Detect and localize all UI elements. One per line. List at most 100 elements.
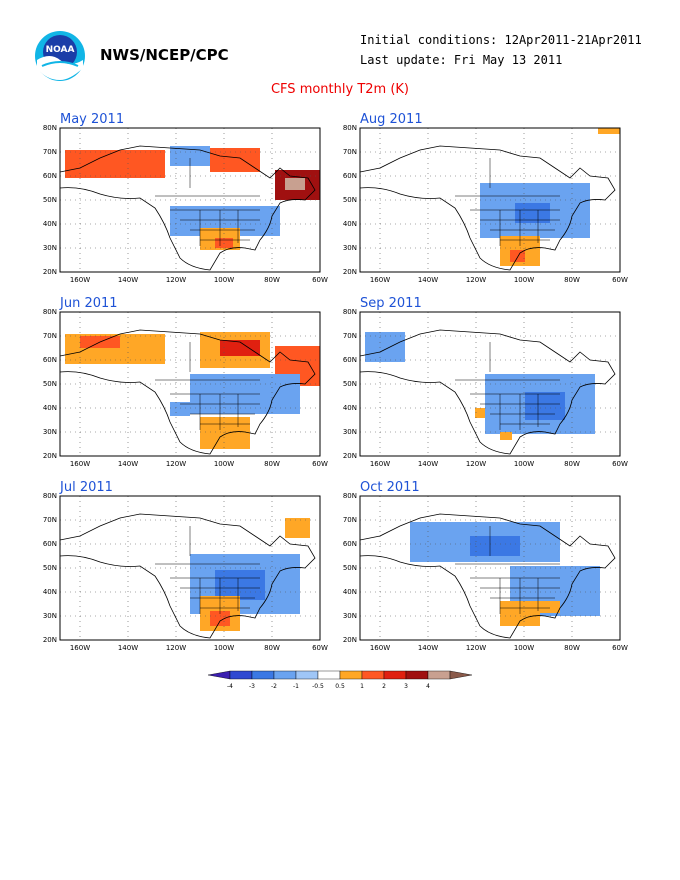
lon-label: 100W	[513, 644, 535, 652]
noaa-logo: NOAA	[35, 31, 85, 81]
lat-label: 60N	[42, 356, 57, 364]
lat-label: 70N	[42, 332, 57, 340]
lat-label: 40N	[342, 220, 357, 228]
lat-label: 80N	[42, 308, 57, 316]
anomaly-region	[365, 332, 405, 362]
colorbar-label: -2	[271, 683, 277, 690]
colorbar-label: -4	[227, 683, 233, 690]
political-borders	[155, 526, 260, 614]
lat-label: 20N	[342, 452, 357, 460]
coastline	[59, 329, 316, 455]
panel-title: Aug 2011	[360, 112, 423, 127]
political-borders	[155, 342, 260, 430]
anomaly-map	[359, 127, 621, 273]
colorbar-label: 4	[426, 683, 430, 690]
lon-label: 60W	[312, 460, 328, 468]
map-frame	[59, 127, 321, 273]
lon-label: 60W	[612, 644, 628, 652]
map-frame	[59, 495, 321, 641]
political-borders	[155, 158, 260, 246]
lat-label: 30N	[342, 428, 357, 436]
lat-label: 40N	[42, 588, 57, 596]
lat-label: 30N	[42, 244, 57, 252]
lat-label: 60N	[42, 540, 57, 548]
lat-label: 40N	[342, 588, 357, 596]
lon-label: 100W	[513, 460, 535, 468]
colorbar-label: -3	[249, 683, 255, 690]
colorbar-swatch	[229, 670, 253, 680]
anomaly-region	[470, 536, 520, 556]
political-borders	[455, 526, 560, 614]
lon-label: 140W	[417, 460, 439, 468]
anomaly-region	[540, 601, 560, 613]
lon-label: 60W	[612, 460, 628, 468]
lon-label: 160W	[369, 276, 391, 284]
coastline	[359, 145, 616, 271]
lon-label: 80W	[564, 276, 580, 284]
lon-label: 100W	[213, 276, 235, 284]
panel-title: May 2011	[60, 112, 125, 127]
colorbar-swatch	[339, 670, 363, 680]
map-frame	[59, 311, 321, 457]
colorbar-swatch	[295, 670, 319, 680]
lat-label: 30N	[342, 612, 357, 620]
colorbar-label: -0.5	[312, 683, 324, 690]
anomaly-region	[598, 128, 620, 134]
anomaly-region	[170, 402, 190, 416]
lon-label: 120W	[465, 460, 487, 468]
political-borders	[455, 158, 560, 246]
anomaly-region	[500, 432, 512, 440]
page-title: CFS monthly T2m (K)	[270, 82, 410, 97]
anomaly-region	[210, 148, 260, 172]
colorbar-swatch	[383, 670, 407, 680]
lon-label: 120W	[165, 644, 187, 652]
anomaly-region	[285, 518, 310, 538]
lon-label: 80W	[564, 644, 580, 652]
lat-label: 80N	[342, 492, 357, 500]
org-name: NWS/NCEP/CPC	[100, 46, 229, 64]
lon-label: 160W	[69, 644, 91, 652]
lon-label: 120W	[465, 644, 487, 652]
anomaly-region	[65, 150, 165, 178]
lat-label: 60N	[342, 356, 357, 364]
lat-label: 40N	[342, 404, 357, 412]
map-frame	[359, 311, 621, 457]
lat-label: 20N	[42, 268, 57, 276]
lon-label: 60W	[612, 276, 628, 284]
lon-label: 80W	[264, 460, 280, 468]
anomaly-region	[220, 340, 260, 356]
lat-label: 70N	[42, 148, 57, 156]
lon-label: 100W	[213, 460, 235, 468]
lon-label: 140W	[417, 276, 439, 284]
anomaly-map	[359, 495, 621, 641]
lat-label: 50N	[342, 380, 357, 388]
map-frame	[359, 495, 621, 641]
anomaly-region	[285, 178, 305, 190]
colorbar-swatch	[449, 670, 473, 680]
colorbar-label: -1	[293, 683, 299, 690]
colorbar: -4 -3 -2 -1 -0.5 0.5 1 2 3 4	[207, 670, 473, 690]
lon-label: 160W	[369, 460, 391, 468]
colorbar-swatch	[405, 670, 429, 680]
lat-label: 50N	[42, 380, 57, 388]
lon-label: 160W	[69, 460, 91, 468]
lon-label: 120W	[165, 460, 187, 468]
lat-label: 20N	[342, 268, 357, 276]
lon-label: 100W	[513, 276, 535, 284]
colorbar-swatch	[317, 670, 341, 680]
lat-label: 60N	[42, 172, 57, 180]
coastline	[59, 513, 316, 639]
anomaly-map	[59, 495, 321, 641]
lon-label: 140W	[117, 460, 139, 468]
lon-label: 140W	[117, 644, 139, 652]
lon-label: 140W	[417, 644, 439, 652]
initial-conditions: Initial conditions: 12Apr2011-21Apr2011	[360, 33, 642, 47]
anomaly-map	[359, 311, 621, 457]
lat-label: 70N	[342, 148, 357, 156]
last-update: Last update: Fri May 13 2011	[360, 53, 563, 67]
lat-label: 30N	[42, 612, 57, 620]
anomaly-region	[170, 146, 210, 166]
lat-label: 80N	[42, 492, 57, 500]
anomaly-map	[59, 127, 321, 273]
lat-label: 20N	[42, 452, 57, 460]
